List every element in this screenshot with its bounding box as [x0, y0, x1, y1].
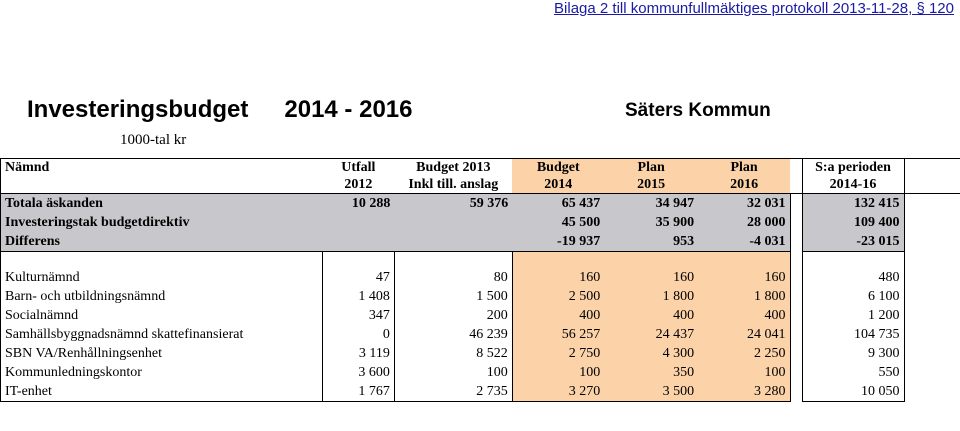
col-header-plan2016-2: 2016	[698, 176, 791, 194]
budget-table-wrapper: Nämnd Utfall Budget 2013 Budget Plan Pla…	[0, 158, 960, 402]
summary-section: Totala äskanden 10 288 59 376 65 437 34 …	[0, 193, 960, 252]
summary-row: Differens -19 937 953 -4 031 -23 015	[0, 232, 960, 252]
col-header-budget2013-1: Budget 2013	[394, 158, 513, 176]
title-text: Investeringsbudget	[27, 96, 249, 123]
col-header-budget2014-2: 2014	[512, 176, 605, 194]
detail-section: Kulturnämnd 47 80 160 160 160 480 Barn- …	[0, 268, 960, 402]
summary-row: Totala äskanden 10 288 59 376 65 437 34 …	[0, 193, 960, 213]
summary-row: Investeringstak budgetdirektiv 45 500 35…	[0, 213, 960, 232]
organization-name: Säters Kommun	[625, 100, 771, 121]
col-header-plan2015-1: Plan	[604, 158, 699, 176]
document-header-link[interactable]: Bilaga 2 till kommunfullmäktiges protoko…	[554, 0, 954, 17]
title-years: 2014 - 2016	[284, 96, 413, 123]
budget-table: Nämnd Utfall Budget 2013 Budget Plan Pla…	[0, 158, 960, 402]
col-header-utfall-2: 2012	[344, 177, 373, 192]
table-row: SBN VA/Renhållningsenhet 3 119 8 522 2 7…	[0, 344, 960, 363]
table-row: Kommunledningskontor 3 600 100 100 350 1…	[0, 363, 960, 382]
col-header-budget2014-1: Budget	[512, 158, 605, 176]
col-header-summa-2: 2014-16	[801, 176, 905, 194]
col-header-plan2015-2: 2015	[604, 176, 699, 194]
col-header-namnd: Nämnd	[0, 158, 323, 176]
table-header: Nämnd Utfall Budget 2013 Budget Plan Pla…	[0, 158, 960, 194]
col-header-plan2016-1: Plan	[698, 158, 791, 176]
unit-label: 1000-tal kr	[120, 132, 187, 148]
col-header-utfall-1: Utfall	[322, 158, 395, 176]
table-row: Barn- och utbildningsnämnd 1 408 1 500 2…	[0, 287, 960, 306]
page-title: Investeringsbudget 2014 - 2016	[27, 96, 412, 124]
table-row: IT-enhet 1 767 2 735 3 270 3 500 3 280 1…	[0, 382, 960, 402]
col-header-budget2013-2: Inkl till. anslag	[408, 177, 499, 192]
col-header-summa-1: S:a perioden	[801, 158, 905, 176]
table-row: Samhällsbyggnadsnämnd skattefinansierat …	[0, 325, 960, 344]
table-row: Kulturnämnd 47 80 160 160 160 480	[0, 268, 960, 287]
col-gap	[790, 158, 803, 176]
table-row: Socialnämnd 347 200 400 400 400 1 200	[0, 306, 960, 325]
